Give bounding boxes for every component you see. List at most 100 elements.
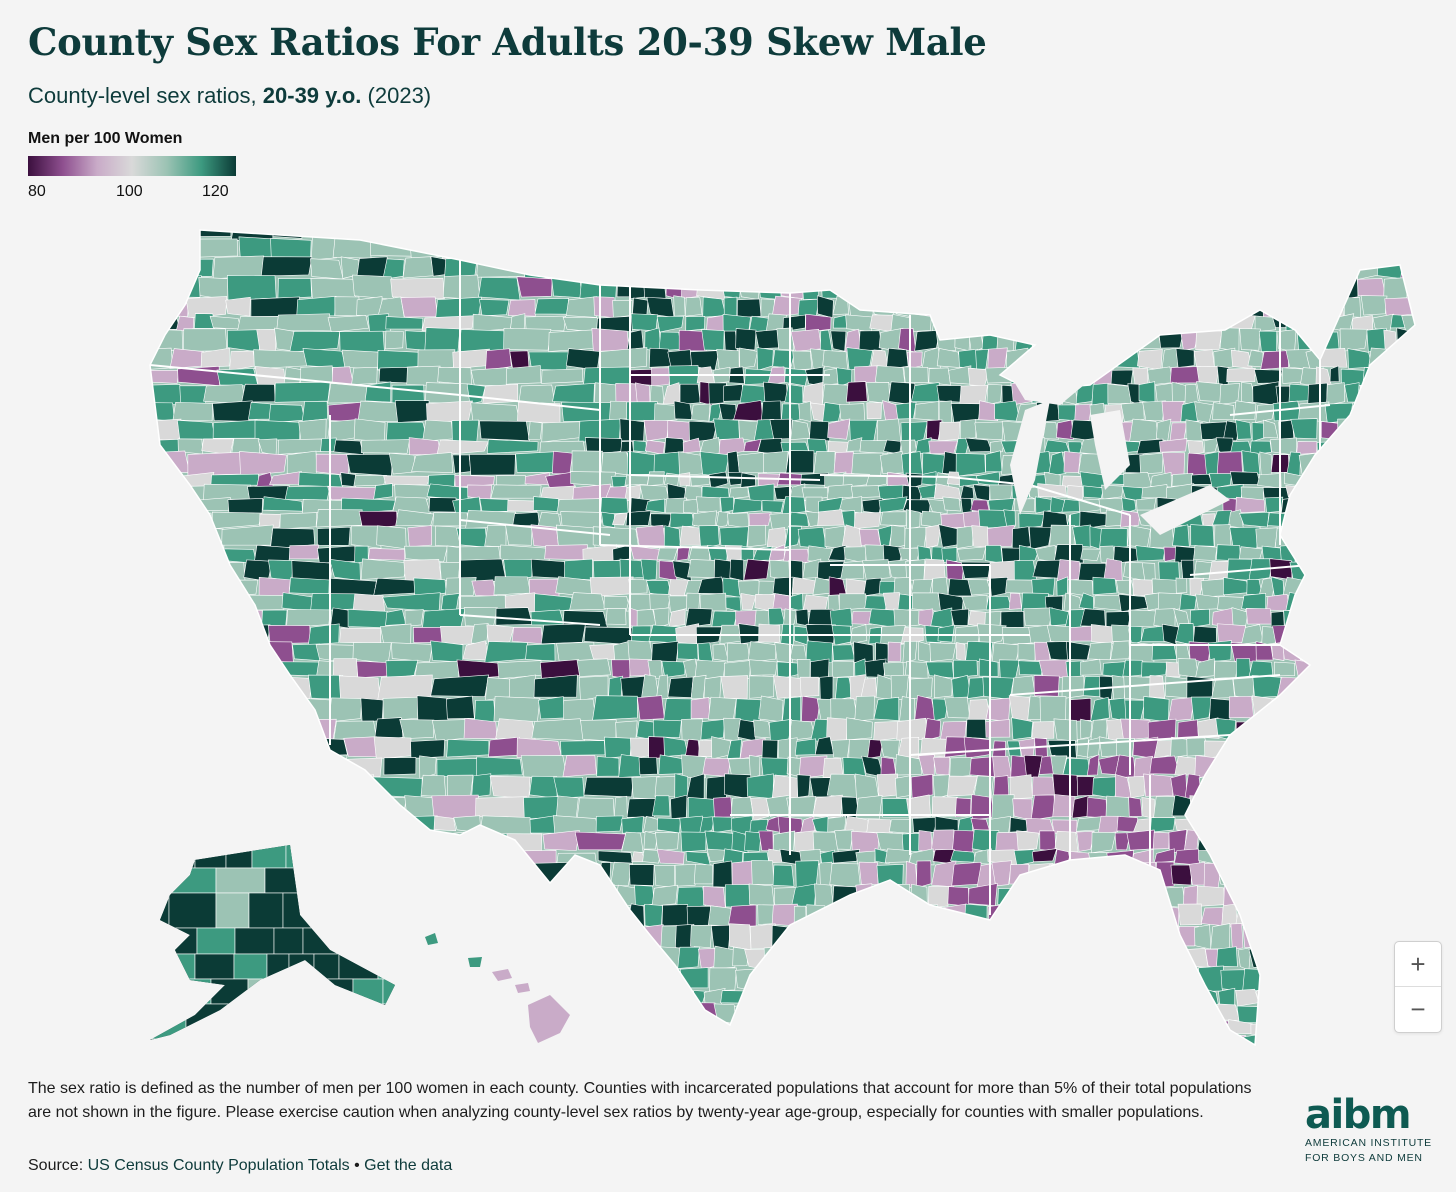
county-cell[interactable] xyxy=(747,524,767,548)
county-cell[interactable] xyxy=(1070,625,1094,642)
county-cell[interactable] xyxy=(1108,277,1133,301)
county-cell[interactable] xyxy=(563,558,593,581)
county-cell[interactable] xyxy=(138,223,194,241)
county-cell[interactable] xyxy=(1045,347,1072,368)
county-cell[interactable] xyxy=(352,274,395,300)
county-cell[interactable] xyxy=(1370,496,1392,513)
county-cell[interactable] xyxy=(750,236,768,257)
county-cell[interactable] xyxy=(436,439,489,456)
county-cell[interactable] xyxy=(990,223,1017,239)
county-cell[interactable] xyxy=(824,525,846,550)
county-cell[interactable] xyxy=(475,756,523,776)
county-cell[interactable] xyxy=(726,642,750,663)
county-cell[interactable] xyxy=(689,1019,720,1037)
county-cell[interactable] xyxy=(185,675,236,699)
county-cell[interactable] xyxy=(664,437,687,454)
county-cell[interactable] xyxy=(918,754,935,776)
county-cell[interactable] xyxy=(966,316,997,332)
county-cell[interactable] xyxy=(309,754,348,777)
county-cell[interactable] xyxy=(1245,607,1273,625)
county-cell[interactable] xyxy=(1385,831,1402,854)
county-cell[interactable] xyxy=(820,275,848,299)
county-cell[interactable] xyxy=(1316,775,1342,798)
county-cell[interactable] xyxy=(349,886,393,908)
county-cell[interactable] xyxy=(790,420,811,441)
county-cell[interactable] xyxy=(944,256,966,280)
county-cell[interactable] xyxy=(919,967,942,993)
county-cell[interactable] xyxy=(705,237,736,259)
county-cell[interactable] xyxy=(139,509,158,530)
county-cell[interactable] xyxy=(1226,367,1256,382)
county-cell[interactable] xyxy=(900,421,928,443)
county-cell[interactable] xyxy=(1215,755,1232,775)
county-cell[interactable] xyxy=(942,948,963,971)
county-cell[interactable] xyxy=(1174,1003,1191,1025)
county-cell[interactable] xyxy=(1323,736,1352,760)
county-cell[interactable] xyxy=(437,367,472,385)
county-cell[interactable] xyxy=(625,510,652,527)
county-cell[interactable] xyxy=(1053,544,1084,564)
county-cell[interactable] xyxy=(884,1003,904,1022)
county-cell[interactable] xyxy=(1196,366,1220,384)
county-cell[interactable] xyxy=(1062,757,1091,776)
county-cell[interactable] xyxy=(1334,904,1347,929)
county-cell[interactable] xyxy=(1343,224,1366,241)
county-cell[interactable] xyxy=(1136,438,1164,455)
county-cell[interactable] xyxy=(1230,256,1248,278)
county-cell[interactable] xyxy=(944,736,967,758)
county-cell[interactable] xyxy=(1136,237,1155,260)
county-cell[interactable] xyxy=(202,794,229,821)
county-cell[interactable] xyxy=(831,1003,860,1024)
county-cell[interactable] xyxy=(1032,848,1058,862)
county-cell[interactable] xyxy=(1143,696,1170,723)
county-cell[interactable] xyxy=(1071,903,1091,927)
county-cell[interactable] xyxy=(702,885,726,909)
county-cell[interactable] xyxy=(516,737,562,758)
county-cell[interactable] xyxy=(603,595,631,610)
county-cell[interactable] xyxy=(1165,675,1189,699)
county-cell[interactable] xyxy=(371,850,396,863)
county-cell[interactable] xyxy=(761,739,779,759)
county-cell[interactable] xyxy=(937,965,961,992)
county-cell[interactable] xyxy=(1343,525,1359,550)
county-cell[interactable] xyxy=(187,978,212,1005)
county-cell[interactable] xyxy=(535,945,556,970)
county-cell[interactable] xyxy=(383,757,417,776)
county-cell[interactable] xyxy=(139,295,170,315)
county-cell[interactable] xyxy=(1357,278,1387,299)
county-cell[interactable] xyxy=(533,496,559,512)
county-cell[interactable] xyxy=(1301,526,1320,549)
county-cell[interactable] xyxy=(167,640,212,663)
county-cell[interactable] xyxy=(630,369,654,386)
county-cell[interactable] xyxy=(655,832,679,852)
county-cell[interactable] xyxy=(139,546,188,561)
county-cell[interactable] xyxy=(698,739,714,758)
county-cell[interactable] xyxy=(1033,990,1057,1005)
county-cell[interactable] xyxy=(1305,298,1328,319)
county-cell[interactable] xyxy=(1143,1034,1160,1054)
county-cell[interactable] xyxy=(1359,510,1388,530)
county-cell[interactable] xyxy=(520,754,568,779)
county-cell[interactable] xyxy=(1229,471,1261,485)
county-cell[interactable] xyxy=(623,924,644,950)
county-cell[interactable] xyxy=(669,512,695,529)
county-cell[interactable] xyxy=(385,1053,411,1055)
county-cell[interactable] xyxy=(691,403,711,422)
county-cell[interactable] xyxy=(430,256,447,277)
county-cell[interactable] xyxy=(417,1004,474,1024)
county-cell[interactable] xyxy=(923,718,941,742)
county-cell[interactable] xyxy=(430,674,490,697)
county-cell[interactable] xyxy=(1101,1019,1124,1038)
county-cell[interactable] xyxy=(859,440,889,454)
county-cell[interactable] xyxy=(302,861,351,886)
county-cell[interactable] xyxy=(771,774,799,799)
county-cell[interactable] xyxy=(906,990,924,1006)
county-cell[interactable] xyxy=(1348,1035,1378,1053)
county-cell[interactable] xyxy=(947,886,970,907)
county-cell[interactable] xyxy=(1165,224,1188,240)
county-cell[interactable] xyxy=(686,592,701,611)
county-cell[interactable] xyxy=(1216,946,1238,967)
county-cell[interactable] xyxy=(1167,696,1195,722)
county-cell[interactable] xyxy=(227,275,277,301)
county-cell[interactable] xyxy=(1376,453,1395,477)
